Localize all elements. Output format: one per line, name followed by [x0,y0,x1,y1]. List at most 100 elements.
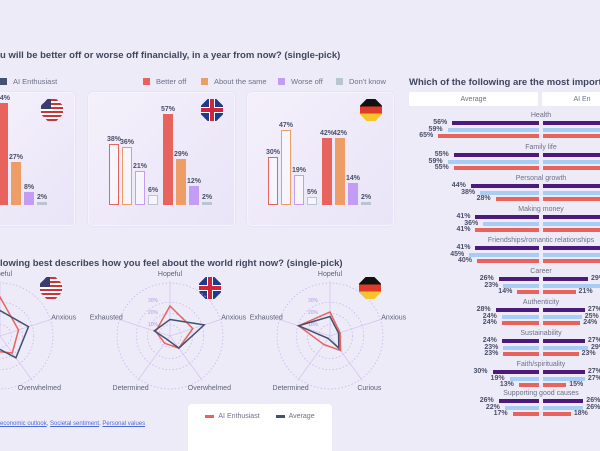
hbar-average [503,345,539,350]
hbar-ai-enthusiast [543,370,585,374]
separator: , [46,421,51,427]
link-economic-outlook[interactable]: economic outlook [0,421,47,427]
hbar-average [501,321,539,325]
tab-average[interactable]: Average [409,92,538,106]
bar-worse-off-ai-enthusiast [348,182,358,205]
legend-better-off: Better off [143,77,186,86]
hbar-value-label: 59% [428,157,443,165]
hbar-average [503,283,539,288]
radar-axis-label: Hopeful [158,271,183,278]
hbar-value-label: 55% [434,164,449,171]
us-flag-icon [40,277,62,299]
radar-axis-label: Hopeful [318,271,343,278]
hbar-value-label: 22% [485,403,500,411]
bar-don-t-know-ai-enthusiast [37,202,47,205]
bar-value-label: 21% [132,163,147,171]
legend-label: Don't know [349,77,386,86]
bar-better-off-ai-enthusiast [322,137,332,205]
hbar-value-label: 23% [484,281,499,289]
footer-links: economic outlook, Societal sentiment, Pe… [0,421,145,427]
hbar-value-label: 27% [587,374,600,382]
radar-axis-line [297,335,331,381]
hbar-average [504,405,539,410]
legend-label: Better off [156,77,187,86]
hbar-ai-enthusiast [543,399,584,403]
legend-label: About the same [214,77,267,86]
hbar-ai-enthusiast [543,190,600,195]
hbar-average [492,370,539,374]
legend-dont-know: Don't know [336,77,386,86]
radar-tick-label: 30% [308,298,319,304]
legend-worse-off: Worse off [278,77,323,86]
legend-label: AI Enthusiast [13,77,58,86]
hbar-average [475,246,539,250]
radar-us: HopefulAnxiousOverwhelmedDeterminedExhau… [0,271,80,398]
hbar-value-label: 23% [484,343,499,351]
bar-value-label: 64% [0,94,10,102]
hbar-ai-enthusiast [543,277,588,281]
bar-value-label: 47% [278,121,293,129]
radar-axis-line [117,318,171,337]
link-personal-values[interactable]: Personal values [102,421,146,427]
hbar-value-label: 14% [498,288,513,295]
hbar-value-label: 36% [464,219,479,227]
bar-don-t-know-average [148,195,158,205]
radar-axis-label: Anxious [221,315,246,322]
bar-about-the-same-ai-enthusiast [176,158,186,205]
hbar-value-label: 24% [583,319,598,326]
bar-value-label: 38% [106,136,121,144]
hbar-ai-enthusiast [543,221,600,226]
hbar-value-label: 26% [586,403,600,411]
category-label: Personal growth [515,175,567,182]
hbar-ai-enthusiast [543,159,600,164]
radar-legend-ai-enthusiast: AI Enthusiast [205,411,260,421]
values-question-title: Which of the following are the most impo… [409,77,600,88]
hbar-ai-enthusiast [543,376,585,381]
hbar-ai-enthusiast [543,252,600,257]
radar-series-ai-enthusiast [154,304,194,349]
hbar-value-label: 17% [493,410,508,417]
hbar-average [495,308,539,312]
radar-axis-label: Hopeful [0,271,13,278]
hbar-value-label: 24% [482,337,497,344]
bar-value-label: 36% [119,139,134,147]
hbar-average [483,221,539,226]
hbar-value-label: 65% [419,132,434,139]
legend-swatch [143,78,150,85]
radar-tick-label: 10% [308,322,319,328]
hbar-average [517,290,539,294]
bar-don-t-know-average [307,197,317,205]
bar-don-t-know-ai-enthusiast [202,202,212,205]
hbar-average [447,127,539,132]
separator: , [99,421,103,427]
hbar-value-label: 27% [587,306,600,313]
hbar-value-label: 29% [590,275,600,282]
bar-value-label: 30% [265,149,280,156]
hbar-ai-enthusiast [543,215,600,219]
bar-worse-off-ai-enthusiast [189,185,199,205]
hbar-value-label: 27% [587,368,600,375]
financial-card-us: 64% 27% 8%2% [0,92,75,226]
category-label: Sustainability [520,330,562,337]
hbar-value-label: 41% [456,226,471,233]
radar-chart-de: Hopeful Anxious Curious Determined Exhausted… [250,271,407,392]
bar-better-off-ai-enthusiast [163,113,173,205]
hbar-average [512,412,539,416]
hbar-value-label: 41% [456,244,471,251]
bar-value-label: 42% [332,129,347,137]
bar-better-off-average [109,144,119,205]
bar-about-the-same-ai-enthusiast [11,161,21,205]
bar-value-label: 6% [147,187,159,195]
hbar-average [470,184,539,188]
hbar-value-label: 15% [569,381,584,388]
uk-flag-icon [201,99,223,121]
link-societal-sentiment[interactable]: Societal sentiment [50,421,100,427]
radar-axis-line [169,318,223,337]
category-label: Making money [518,206,564,213]
hbar-ai-enthusiast [543,321,581,325]
radar-axis-label: Overwhelmed [18,385,61,392]
radar-grid-ring [0,301,35,371]
financial-card-uk: 38% 36% 21% 6% 57% 29% 12% 2% [88,92,235,226]
tab-ai-enthusiast[interactable]: AI En [542,92,600,106]
radar-axis-label: Determined [273,385,309,392]
